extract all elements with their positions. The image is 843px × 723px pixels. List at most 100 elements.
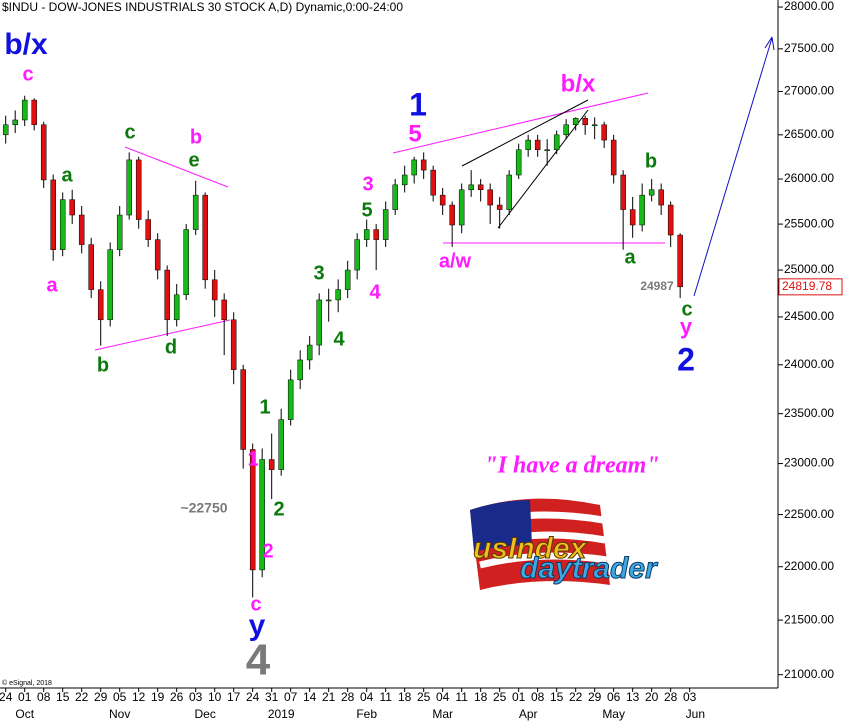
- y-tick-label: 28000.00: [784, 0, 834, 13]
- candle-body: [126, 159, 132, 216]
- candle-body: [50, 179, 56, 250]
- candle-body: [211, 279, 218, 301]
- wave-label: 4: [369, 281, 381, 303]
- wave-label: e: [188, 149, 199, 171]
- x-tick-label: 01: [18, 690, 32, 704]
- x-tick-label: 19: [151, 690, 165, 704]
- candle-body: [629, 209, 636, 226]
- month-label: Nov: [109, 707, 130, 721]
- candle-body: [563, 124, 569, 136]
- x-tick-label: 14: [303, 690, 317, 704]
- last-price-box: [778, 278, 843, 296]
- x-tick-label: 04: [360, 690, 374, 704]
- wave-label: y: [680, 314, 693, 339]
- candle-body: [553, 134, 560, 151]
- wave-label: 5: [361, 199, 372, 221]
- x-tick-label: 26: [170, 690, 184, 704]
- candle-body: [610, 139, 617, 176]
- trend-line: [497, 109, 589, 229]
- candle-body: [88, 244, 94, 290]
- candle-body: [278, 419, 284, 470]
- candle-body: [2, 124, 9, 136]
- y-tick-label: 22000.00: [784, 559, 834, 573]
- wave-label: 2: [677, 341, 695, 377]
- x-tick-label: 06: [607, 690, 621, 704]
- candle-body: [135, 159, 142, 220]
- wave-label: a/w: [439, 250, 472, 272]
- y-tick-label: 25000.00: [784, 262, 834, 276]
- y-tick-label: 26500.00: [784, 127, 834, 141]
- last-price-label: 24819.78: [782, 279, 832, 293]
- wave-label: 1: [409, 86, 427, 122]
- logo-text: daytrader: [520, 552, 659, 585]
- wave-label: b/x: [4, 28, 48, 61]
- x-tick-label: 05: [113, 690, 127, 704]
- candle-body: [354, 239, 360, 271]
- candle-body: [40, 124, 47, 181]
- candle-body: [287, 379, 294, 420]
- y-tick-label: 24500.00: [784, 309, 834, 323]
- x-tick-label: 11: [379, 690, 392, 704]
- candle-body: [477, 184, 484, 191]
- flag-canton: [470, 500, 532, 552]
- candle-body: [173, 294, 180, 321]
- candle-body: [487, 189, 493, 206]
- month-label: Dec: [195, 707, 216, 721]
- candle-body: [439, 194, 446, 206]
- x-tick-label: 29: [94, 690, 108, 704]
- x-tick-label: 28: [664, 690, 678, 704]
- wave-label: y: [249, 609, 266, 642]
- wave-label: c: [681, 298, 692, 320]
- logo-text: usIndex: [473, 532, 588, 565]
- x-tick-label: 04: [436, 690, 450, 704]
- x-tick-label: 24: [246, 690, 260, 704]
- candle-body: [97, 289, 104, 321]
- x-tick-label: 21: [322, 690, 336, 704]
- x-tick-label: 29: [588, 690, 602, 704]
- candle-body: [69, 199, 75, 216]
- candle-body: [430, 169, 436, 196]
- candle-body: [164, 269, 170, 321]
- candle-body: [192, 194, 199, 230]
- candle-body: [373, 229, 379, 240]
- candle-body: [648, 189, 655, 196]
- y-tick-label: 22500.00: [784, 507, 834, 521]
- month-label: Jun: [686, 707, 705, 721]
- wave-label: b/x: [561, 70, 596, 97]
- candle-body: [297, 359, 303, 381]
- candle-body: [496, 204, 503, 210]
- x-tick-label: 15: [56, 690, 70, 704]
- wave-label: 2: [273, 498, 284, 520]
- wave-label: b: [97, 354, 109, 376]
- x-tick-label: 07: [284, 690, 298, 704]
- candle-body: [515, 149, 522, 176]
- y-tick-label: 23000.00: [784, 456, 834, 470]
- candle-body: [449, 204, 455, 226]
- x-tick-label: 25: [417, 690, 431, 704]
- candle-body: [183, 229, 189, 296]
- x-tick-label: 03: [189, 690, 203, 704]
- wave-label: 5: [408, 120, 421, 147]
- x-tick-label: 18: [474, 690, 488, 704]
- arrow-head: [764, 36, 775, 51]
- y-tick-label: 21000.00: [784, 667, 834, 681]
- month-label: Apr: [519, 707, 538, 721]
- candle-body: [591, 124, 598, 127]
- x-tick-label: 15: [550, 690, 564, 704]
- wave-label: 3: [313, 262, 324, 284]
- candle-body: [468, 184, 474, 191]
- y-tick-label: 24000.00: [784, 357, 834, 371]
- candle-body: [620, 174, 626, 210]
- wave-label: 4: [333, 328, 345, 350]
- month-label: Feb: [356, 707, 377, 721]
- candle-body: [639, 194, 645, 226]
- wave-label: a: [61, 164, 73, 186]
- x-tick-label: 31: [265, 690, 279, 704]
- candle-body: [582, 117, 588, 126]
- candle-body: [544, 149, 550, 152]
- candle-body: [601, 124, 607, 141]
- wave-label: d: [165, 336, 177, 358]
- candle-body: [31, 99, 37, 126]
